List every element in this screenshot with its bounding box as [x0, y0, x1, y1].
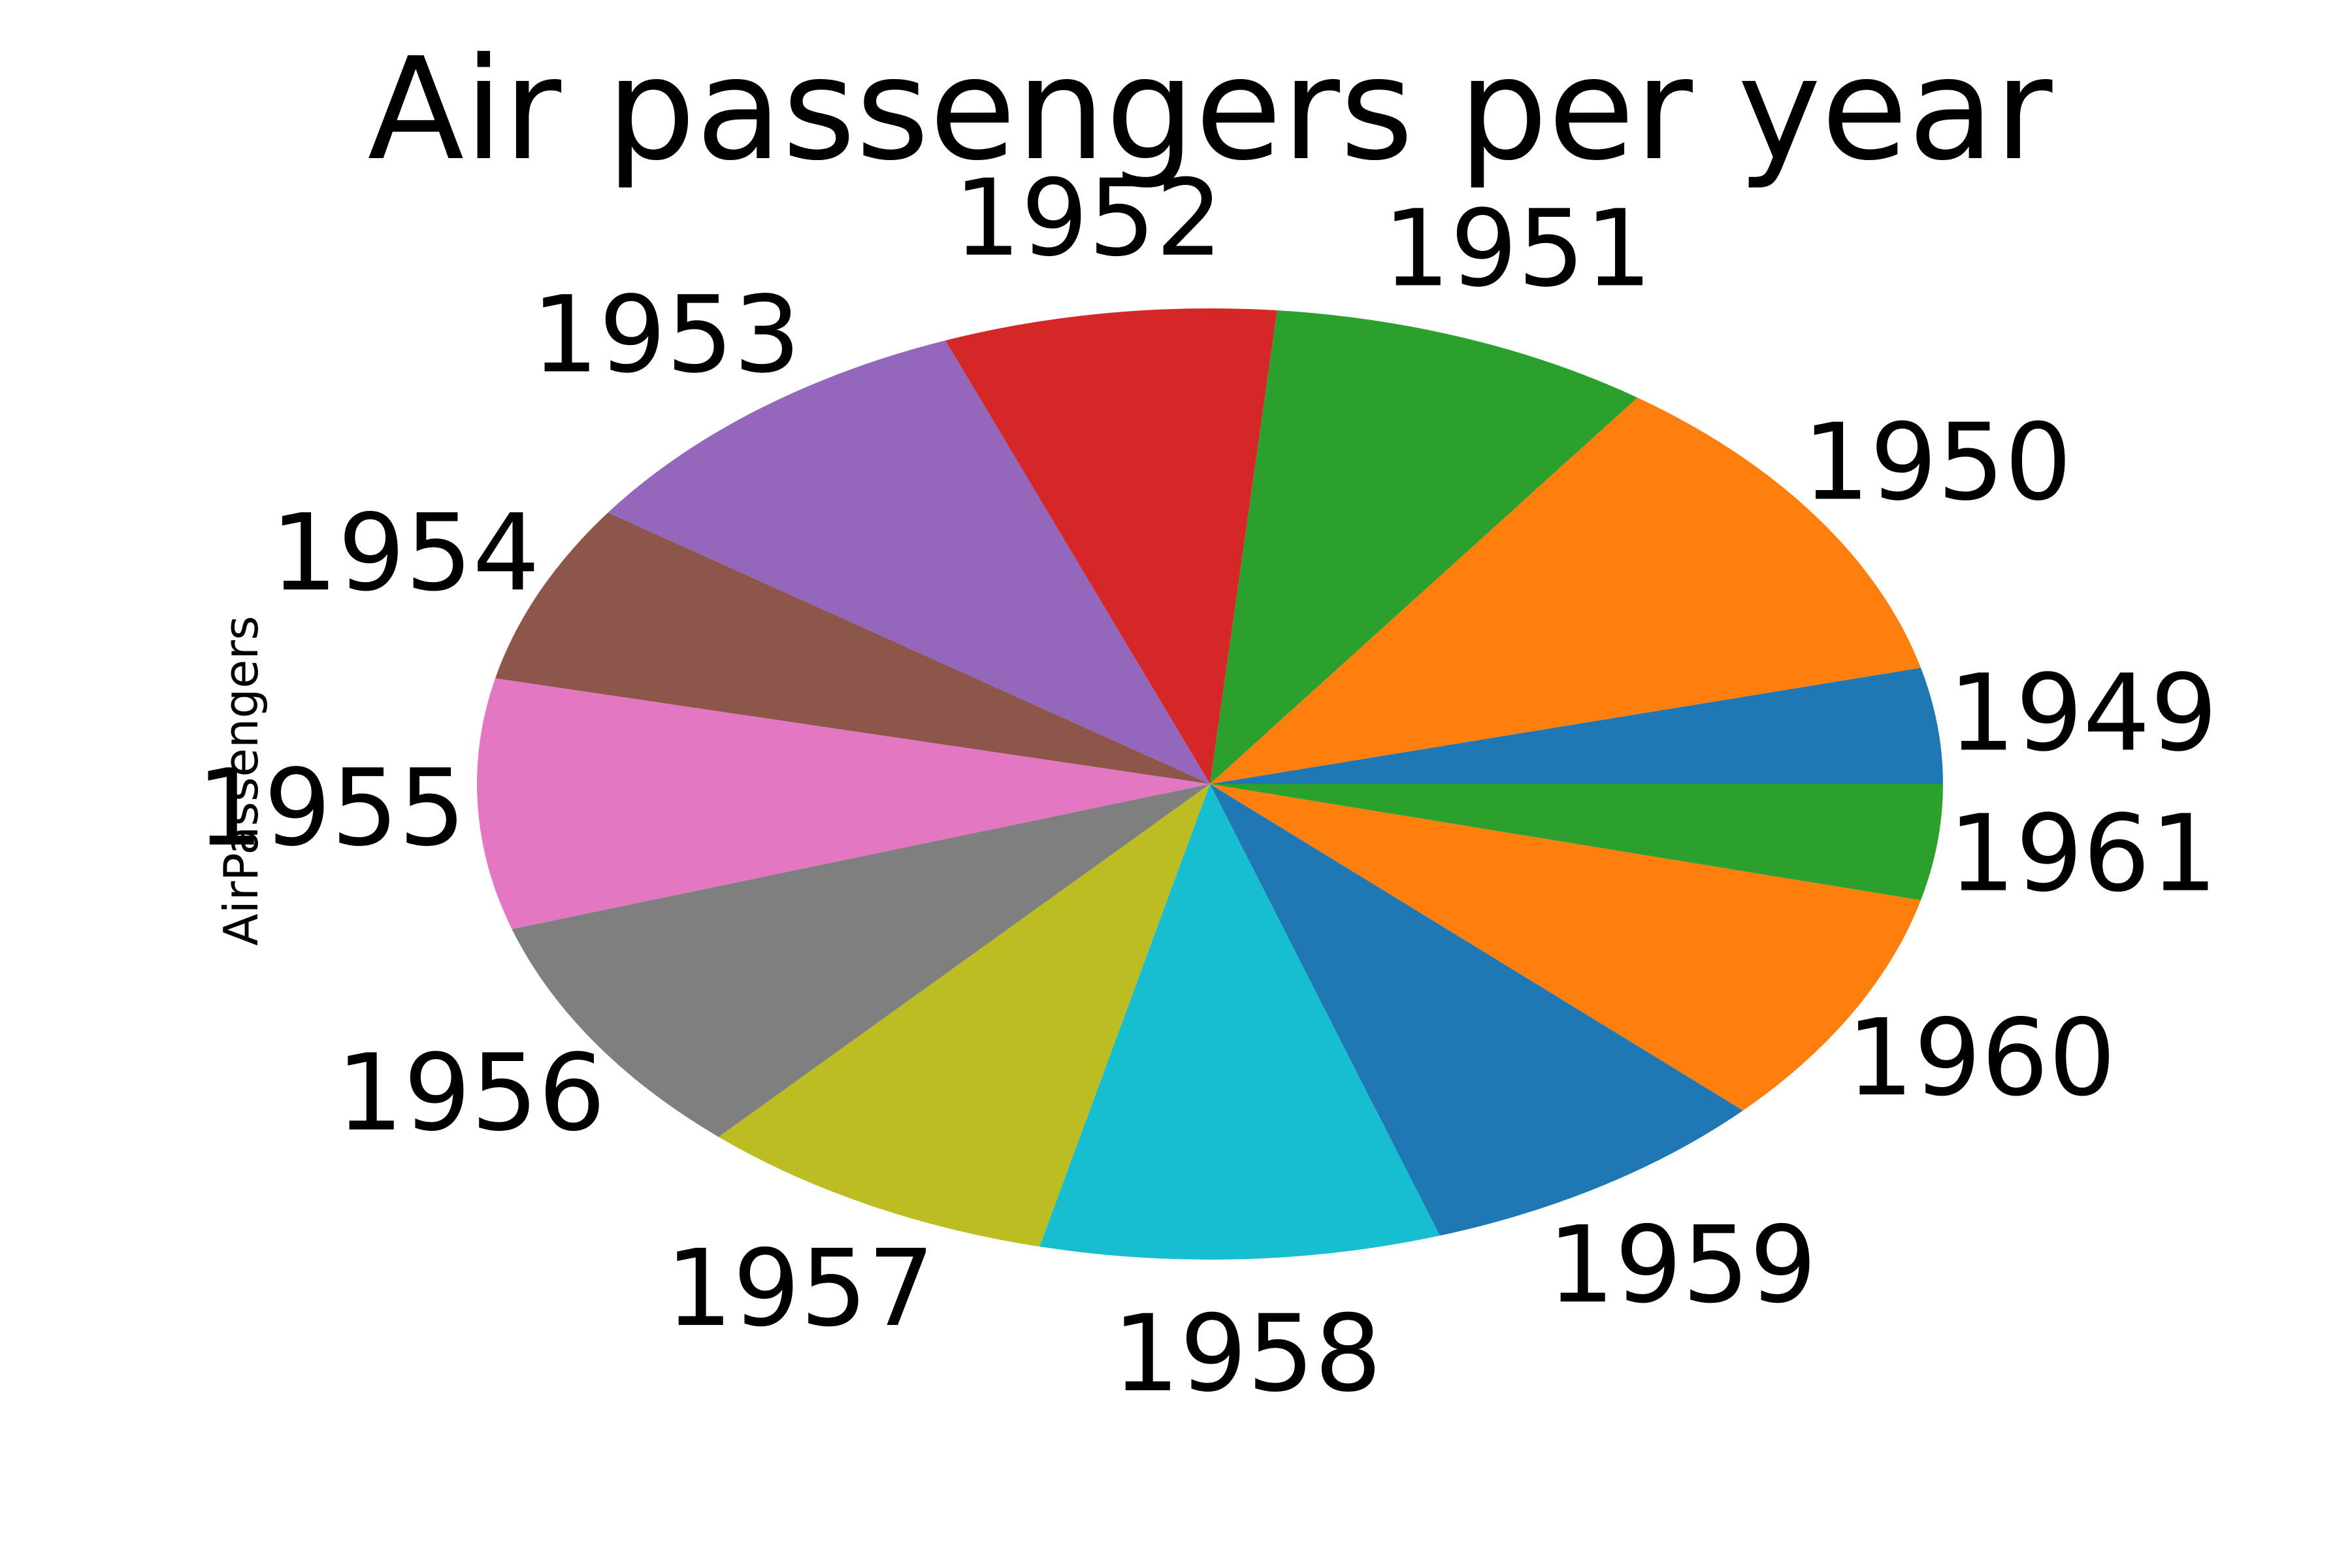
pie-slices	[476, 308, 1943, 1260]
pie-slice-1953	[608, 340, 1210, 784]
slice-label-1960: 1960	[1846, 997, 2115, 1120]
pie-slice-1950	[1210, 397, 1921, 784]
pie-labels: 1949 1950 1951 1952 1953 1954 1955 1956 1957 1958…	[197, 157, 2218, 1416]
pie-slice-1951	[1210, 310, 1638, 784]
slice-label-1959: 1959	[1548, 1204, 1817, 1327]
y-axis-label: AirPassengers	[214, 615, 269, 945]
pie-slice-1952	[945, 308, 1277, 784]
pie-slice-1961	[1210, 784, 1943, 900]
pie-slice-1960	[1210, 784, 1921, 1111]
pie-slice-1958	[1039, 784, 1440, 1260]
slice-label-1952: 1952	[954, 157, 1223, 280]
slice-label-1951: 1951	[1383, 188, 1652, 311]
slice-label-1956: 1956	[336, 1032, 606, 1155]
slice-label-1961: 1961	[1948, 793, 2217, 916]
slice-label-1955: 1955	[197, 747, 466, 870]
pie-slice-1959	[1210, 784, 1743, 1236]
slice-label-1954: 1954	[270, 492, 540, 615]
slice-label-1953: 1953	[531, 274, 800, 397]
pie-slice-1957	[718, 784, 1210, 1247]
pie-slice-1955	[476, 678, 1210, 930]
pie-slice-1954	[495, 512, 1210, 784]
pie-slice-1949	[1210, 668, 1943, 784]
chart-title: Air passengers per year	[368, 27, 2053, 191]
slice-label-1957: 1957	[666, 1228, 935, 1350]
slice-label-1949: 1949	[1948, 652, 2217, 775]
slice-label-1950: 1950	[1803, 402, 2072, 525]
pie-slice-1956	[512, 784, 1210, 1137]
slice-label-1958: 1958	[1113, 1293, 1382, 1416]
